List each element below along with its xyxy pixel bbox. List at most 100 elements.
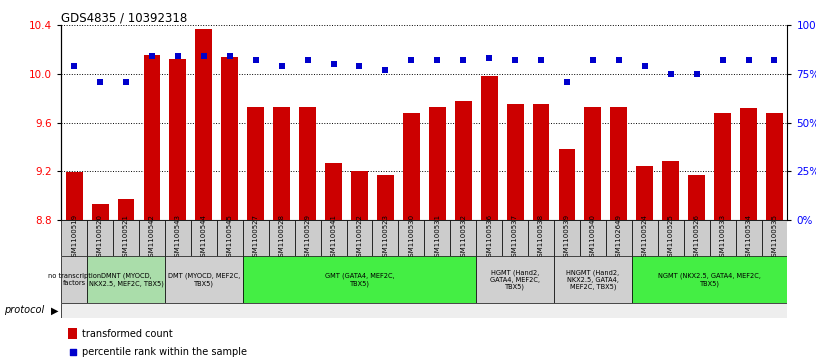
Text: GSM1100533: GSM1100533 [720, 214, 725, 261]
Bar [242, 256, 477, 303]
Bar [477, 220, 502, 256]
Text: GSM1100538: GSM1100538 [538, 214, 544, 261]
Point [612, 57, 625, 63]
Bar [299, 107, 316, 220]
Text: GSM1100545: GSM1100545 [227, 214, 233, 261]
Text: GSM1100532: GSM1100532 [460, 214, 466, 261]
Text: GSM1100536: GSM1100536 [486, 214, 492, 261]
Text: GSM1100520: GSM1100520 [97, 214, 103, 261]
Bar [528, 220, 554, 256]
Text: GSM1100540: GSM1100540 [590, 214, 596, 261]
Point [379, 67, 392, 73]
Text: HGMT (Hand2,
GATA4, MEF2C,
TBX5): HGMT (Hand2, GATA4, MEF2C, TBX5) [490, 269, 540, 290]
Bar [632, 220, 658, 256]
Bar [424, 220, 450, 256]
Bar [170, 60, 186, 220]
Bar [610, 107, 628, 220]
Point [742, 57, 755, 63]
Point [457, 57, 470, 63]
Bar [242, 220, 268, 256]
Bar [191, 220, 217, 256]
Bar [398, 220, 424, 256]
Text: GSM1100530: GSM1100530 [408, 214, 415, 261]
Bar [325, 163, 342, 220]
Bar [87, 220, 113, 256]
Text: GSM1100525: GSM1100525 [667, 214, 674, 261]
Text: GSM1100531: GSM1100531 [434, 214, 441, 261]
Text: GSM1100523: GSM1100523 [383, 214, 388, 261]
Point [197, 54, 211, 60]
Text: GSM1100526: GSM1100526 [694, 214, 699, 261]
Bar [663, 162, 679, 220]
Bar [273, 107, 290, 220]
Bar [632, 256, 787, 303]
Bar [658, 220, 684, 256]
Bar [429, 107, 446, 220]
Point [664, 71, 677, 77]
Bar [684, 220, 710, 256]
Point [301, 57, 314, 63]
Bar [69, 328, 78, 339]
Bar [139, 220, 165, 256]
Bar [710, 220, 735, 256]
Bar [144, 54, 161, 220]
Bar [740, 108, 757, 220]
Text: no transcription
factors: no transcription factors [47, 273, 100, 286]
Point [327, 61, 340, 67]
Bar [714, 113, 731, 220]
Bar [321, 220, 347, 256]
Bar [113, 220, 139, 256]
Point [94, 79, 107, 85]
Bar [481, 76, 498, 220]
Bar [688, 175, 705, 220]
Bar [372, 220, 398, 256]
Bar [221, 57, 238, 220]
Point [716, 57, 730, 63]
Bar [636, 166, 654, 220]
Point [508, 57, 521, 63]
Text: GSM1100534: GSM1100534 [746, 214, 752, 261]
Text: GSM1100542: GSM1100542 [149, 214, 155, 261]
Bar [347, 220, 372, 256]
Point [66, 349, 79, 355]
Bar [217, 220, 242, 256]
Bar [61, 220, 87, 256]
Text: GSM1100528: GSM1100528 [279, 214, 285, 261]
Point [249, 57, 262, 63]
Text: DMNT (MYOCD,
NKX2.5, MEF2C, TBX5): DMNT (MYOCD, NKX2.5, MEF2C, TBX5) [89, 273, 163, 286]
Text: GSM1100539: GSM1100539 [564, 214, 570, 261]
Bar [502, 220, 528, 256]
Point [68, 63, 81, 69]
Text: GSM1100524: GSM1100524 [642, 214, 648, 261]
Bar [247, 107, 264, 220]
Bar [735, 220, 761, 256]
Bar [377, 175, 394, 220]
Point [638, 63, 651, 69]
Bar [295, 220, 321, 256]
Bar [165, 220, 191, 256]
Bar [554, 256, 632, 303]
Text: DMT (MYOCD, MEF2C,
TBX5): DMT (MYOCD, MEF2C, TBX5) [168, 273, 240, 286]
Bar [558, 149, 575, 220]
Bar [165, 256, 243, 303]
Text: GSM1100543: GSM1100543 [175, 214, 181, 261]
Text: GSM1100535: GSM1100535 [771, 214, 778, 261]
Point [690, 71, 703, 77]
Point [561, 79, 574, 85]
Point [353, 63, 366, 69]
Bar [477, 256, 554, 303]
Point [275, 63, 288, 69]
Point [224, 54, 237, 60]
Bar [554, 220, 580, 256]
Bar [87, 256, 165, 303]
Text: GSM1100522: GSM1100522 [357, 214, 362, 261]
Text: NGMT (NKX2.5, GATA4, MEF2C,
TBX5): NGMT (NKX2.5, GATA4, MEF2C, TBX5) [659, 273, 761, 286]
Text: transformed count: transformed count [82, 329, 172, 339]
Bar [533, 104, 549, 220]
Text: protocol: protocol [4, 305, 44, 315]
Point [482, 56, 495, 61]
Text: HNGMT (Hand2,
NKX2.5, GATA4,
MEF2C, TBX5): HNGMT (Hand2, NKX2.5, GATA4, MEF2C, TBX5… [566, 269, 619, 290]
Bar [580, 220, 605, 256]
Bar [268, 220, 295, 256]
Point [431, 57, 444, 63]
